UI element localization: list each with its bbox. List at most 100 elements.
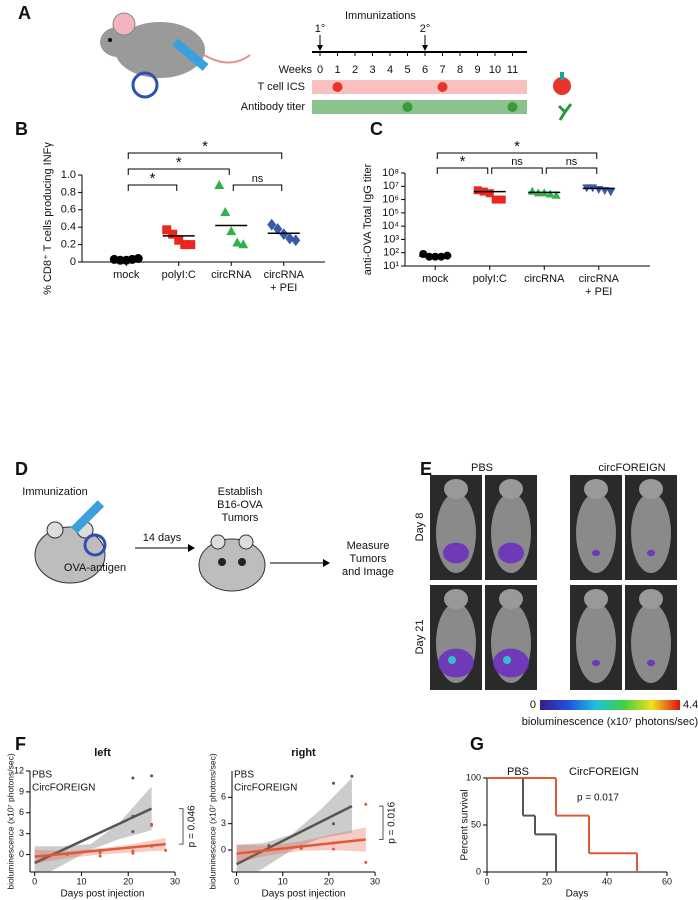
mouse-body xyxy=(631,493,671,573)
signal xyxy=(493,648,529,678)
data-point xyxy=(606,188,616,197)
legend-entry: PBS xyxy=(234,770,254,781)
group-label: PBS xyxy=(471,462,493,474)
signal xyxy=(647,659,655,667)
x-tick-label: 30 xyxy=(370,876,380,886)
track-label: T cell ICS xyxy=(258,81,305,93)
data-point xyxy=(551,190,561,199)
schematic-text: 14 days xyxy=(142,532,182,544)
p-value: p = 0.017 xyxy=(577,793,619,804)
y-tick-label: 10⁵ xyxy=(382,207,399,219)
panel-label: D xyxy=(15,459,28,479)
legend-entry: PBS xyxy=(32,770,52,781)
x-tick-label: circRNA + PEI xyxy=(578,273,619,298)
data-point xyxy=(220,207,231,217)
confidence-band xyxy=(236,827,366,863)
data-point xyxy=(214,180,225,190)
data-point xyxy=(364,802,368,806)
significance-bracket xyxy=(436,167,489,174)
signal xyxy=(647,549,655,557)
schematic-text: Establish B16-OVA Tumors xyxy=(217,486,263,524)
week-label: 2 xyxy=(352,64,358,76)
dose-label: 1° xyxy=(315,23,326,35)
data-point xyxy=(131,849,135,853)
significance-bracket xyxy=(127,152,283,159)
p-value-bracket xyxy=(379,805,384,841)
p-value-bracket xyxy=(179,808,184,845)
data-point xyxy=(65,853,69,857)
significance-bracket xyxy=(127,168,230,175)
data-point xyxy=(180,240,190,250)
data-point xyxy=(285,232,295,245)
bioluminescence-images xyxy=(430,475,677,690)
signal-hot xyxy=(503,656,511,664)
schematic-text: Immunization xyxy=(22,486,88,498)
group-label: circFOREIGN xyxy=(598,462,665,474)
dose-arrowhead xyxy=(422,45,428,51)
x-tick-label: circRNA xyxy=(524,273,565,285)
mouse-head xyxy=(584,479,608,499)
data-point xyxy=(350,774,354,778)
signal xyxy=(443,542,469,564)
mouse-head xyxy=(639,589,663,609)
data-point xyxy=(331,822,335,826)
data-point xyxy=(168,229,178,239)
significance-label: * xyxy=(176,154,182,171)
data-point xyxy=(364,860,368,864)
data-point xyxy=(131,814,135,818)
mouse-illustration xyxy=(100,12,251,99)
data-point xyxy=(331,841,335,845)
mouse-body xyxy=(631,603,671,683)
y-tick-label: 10¹ xyxy=(383,260,399,272)
mouse-head xyxy=(639,479,663,499)
track-bar xyxy=(312,100,527,114)
panel-label: F xyxy=(15,734,26,754)
y-tick-label: 0 xyxy=(476,866,481,876)
x-tick-label: 20 xyxy=(324,876,334,886)
panel-label: B xyxy=(15,119,28,139)
y-axis-label: anti-OVA Total IgG titer xyxy=(362,163,374,275)
data-point xyxy=(131,830,135,834)
x-tick-label: mock xyxy=(113,269,140,281)
x-tick-label: 0 xyxy=(484,876,489,886)
significance-label: * xyxy=(460,153,466,170)
y-tick-label: 100 xyxy=(466,772,481,782)
x-tick-label: circRNA xyxy=(211,269,252,281)
mouse-head xyxy=(444,589,468,609)
p-value: p = 0.016 xyxy=(387,801,398,843)
data-point xyxy=(267,848,271,852)
mouse-head xyxy=(499,479,523,499)
signal xyxy=(592,659,600,667)
y-tick-label: 0 xyxy=(70,256,76,268)
week-label: 5 xyxy=(404,64,410,76)
data-point xyxy=(291,234,301,247)
significance-label: * xyxy=(150,170,156,187)
timeline-axis-label: Weeks xyxy=(279,64,313,76)
significance-label: * xyxy=(514,138,520,155)
x-tick-label: 0 xyxy=(234,876,239,886)
data-point xyxy=(186,240,196,250)
y-tick-label: 12 xyxy=(14,765,24,775)
week-label: 3 xyxy=(369,64,375,76)
y-tick-label: 10⁶ xyxy=(382,193,399,205)
y-tick-label: 1.0 xyxy=(61,169,76,181)
data-point xyxy=(232,237,243,247)
y-axis-label: bioluminescence (x10⁷ photons/sec) xyxy=(207,753,217,889)
significance-bracket xyxy=(232,184,283,191)
y-tick-label: 10⁸ xyxy=(382,167,399,179)
data-point xyxy=(485,189,494,198)
data-point xyxy=(331,847,335,851)
fit-line xyxy=(236,805,353,866)
schematic-drawings xyxy=(34,500,330,592)
panel-label: G xyxy=(470,734,484,754)
significance-label: ns xyxy=(511,156,523,168)
mouse-head xyxy=(444,479,468,499)
x-tick-label: 20 xyxy=(542,876,552,886)
week-label: 10 xyxy=(489,64,501,76)
timeline-title: Immunizations xyxy=(345,10,416,22)
signal xyxy=(498,542,524,564)
data-point xyxy=(133,254,143,264)
y-tick-label: 50 xyxy=(471,819,481,829)
mouse-body xyxy=(576,603,616,683)
